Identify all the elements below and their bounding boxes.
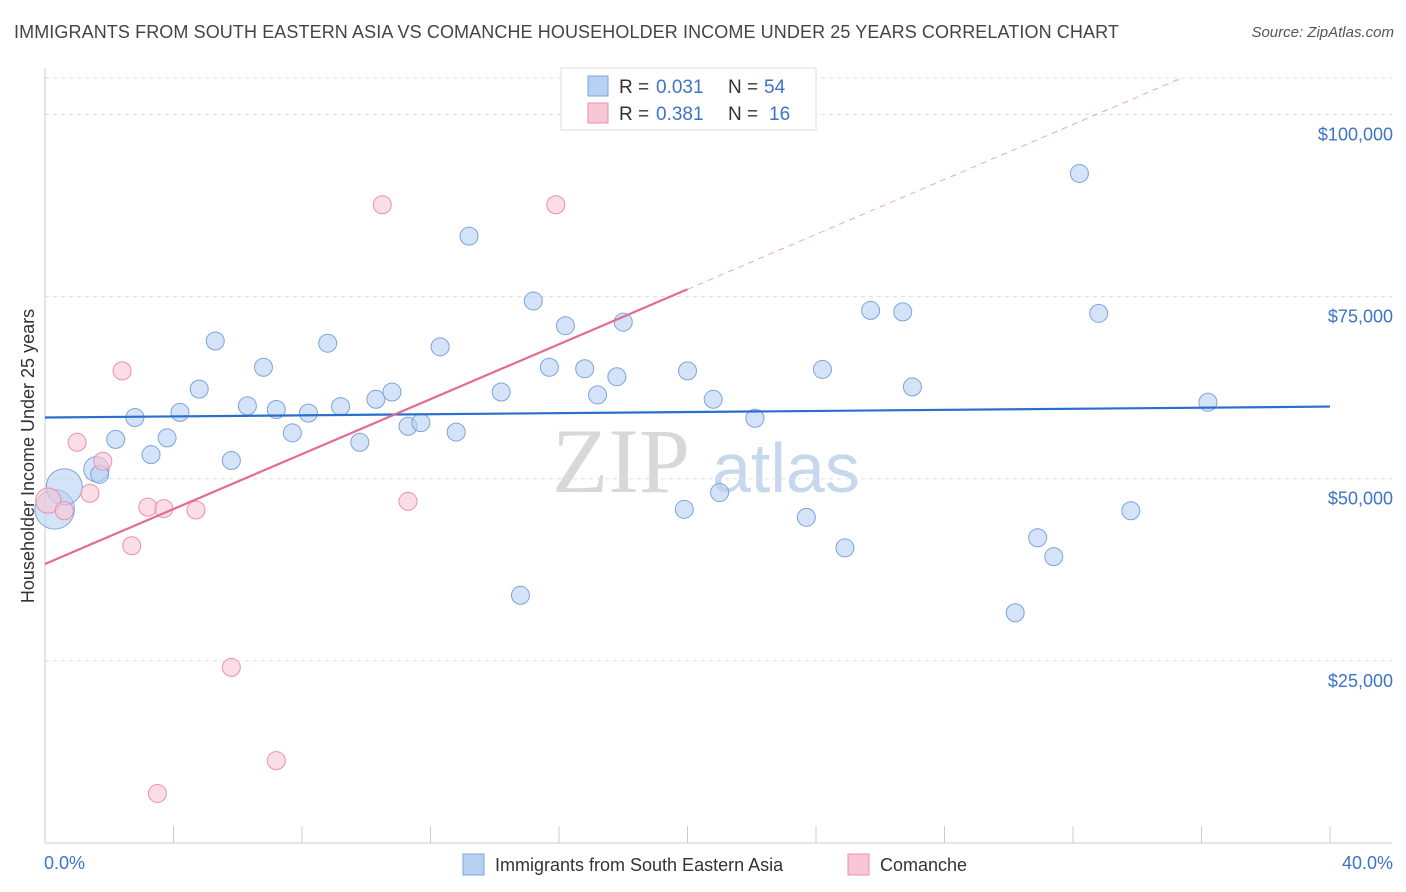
legend-r-value-0: 0.031 (656, 77, 704, 98)
point-immigrants-sea (1005, 603, 1025, 623)
point-comanche (67, 432, 87, 452)
point-immigrants-sea (331, 397, 351, 417)
point-immigrants-sea (1121, 501, 1141, 521)
series-legend-swatch-pink (847, 853, 870, 876)
legend-n-value-0: 54 (764, 77, 786, 98)
point-comanche (35, 487, 62, 514)
point-immigrants-sea (902, 377, 922, 397)
trend-lines (44, 77, 1331, 565)
point-comanche (112, 361, 132, 381)
tick-labels: $25,000 $50,000 $75,000 $100,000 0.0% 40.0% (44, 124, 1393, 873)
legend-swatch-pink (587, 102, 609, 124)
y-tick-label: $25,000 (1328, 671, 1393, 691)
point-immigrants-sea (678, 361, 697, 381)
point-immigrants-sea (607, 367, 627, 387)
point-immigrants-sea (282, 423, 302, 443)
point-immigrants-sea (205, 331, 225, 351)
x-tick-label-max: 40.0% (1342, 853, 1393, 873)
point-immigrants-sea (674, 499, 694, 519)
point-immigrants-sea (835, 538, 855, 558)
point-immigrants-sea (157, 428, 177, 448)
point-immigrants-sea (430, 337, 450, 357)
point-comanche (93, 451, 113, 471)
point-comanche (266, 751, 286, 771)
legend-swatch-blue (587, 75, 609, 97)
trendline-comanche-extension (687, 77, 1182, 290)
series-legend-label-1: Comanche (880, 855, 967, 875)
series-legend: Immigrants from South Eastern Asia Coman… (462, 853, 967, 876)
point-immigrants-sea (1028, 528, 1048, 548)
point-comanche (54, 501, 74, 521)
y-tick-label: $50,000 (1328, 489, 1393, 509)
point-comanche (186, 500, 206, 520)
point-immigrants-sea (539, 357, 559, 377)
legend-n-label-1: N = (728, 104, 758, 125)
point-immigrants-sea (298, 403, 318, 423)
point-immigrants-sea (318, 333, 338, 353)
point-immigrants-sea (510, 585, 530, 605)
grid-lines (45, 77, 1392, 662)
point-immigrants-sea (459, 226, 479, 246)
point-comanche (122, 536, 142, 556)
trendline-immigrants-sea (44, 405, 1331, 419)
point-immigrants-sea (796, 507, 816, 527)
point-immigrants-sea (1044, 547, 1064, 567)
legend-r-value-1: 0.381 (656, 104, 704, 125)
point-immigrants-sea (253, 357, 273, 377)
point-immigrants-sea (189, 379, 209, 399)
point-immigrants-sea (1089, 303, 1109, 323)
point-immigrants-sea (812, 359, 832, 379)
point-immigrants-sea (745, 408, 765, 428)
point-immigrants-sea (366, 389, 386, 409)
y-tick-label: $75,000 (1328, 307, 1393, 327)
legend-r-label-1: R = (619, 104, 649, 125)
point-immigrants-sea (555, 316, 575, 336)
point-immigrants-sea (411, 413, 431, 433)
point-immigrants-sea (141, 445, 161, 465)
watermark: ZIP atlas (552, 410, 860, 512)
point-immigrants-sea (893, 302, 913, 322)
legend-n-label-0: N = (728, 77, 758, 98)
point-immigrants-sea (106, 429, 126, 449)
point-immigrants-sea (491, 382, 511, 402)
data-points (34, 163, 1218, 803)
point-immigrants-sea (575, 359, 595, 379)
trendline-comanche (44, 288, 688, 565)
point-immigrants-sea (588, 385, 608, 405)
point-immigrants-sea (170, 402, 190, 422)
point-comanche (138, 497, 158, 517)
point-comanche (221, 657, 241, 677)
legend-r-label-0: R = (619, 77, 649, 98)
point-immigrants-sea (861, 300, 881, 320)
point-comanche (546, 195, 566, 215)
point-comanche (372, 195, 392, 215)
legend-n-value-1: 16 (769, 104, 790, 125)
point-comanche (398, 491, 418, 511)
y-tick-label: $100,000 (1318, 124, 1393, 144)
point-immigrants-sea (221, 451, 241, 470)
point-immigrants-sea (382, 382, 402, 402)
stats-legend: R = 0.031 N = 54 R = 0.381 N = 16 (560, 67, 817, 131)
point-comanche (80, 483, 100, 503)
source-credit: Source: ZipAtlas.com (1251, 24, 1394, 41)
axes (44, 68, 1392, 844)
point-immigrants-sea (446, 422, 466, 442)
point-immigrants-sea (710, 483, 730, 503)
watermark-atlas: atlas (712, 429, 860, 507)
series-legend-label-0: Immigrants from South Eastern Asia (495, 855, 784, 875)
y-axis-label: Householder Income Under 25 years (18, 309, 38, 603)
point-immigrants-sea (350, 432, 370, 452)
point-immigrants-sea (266, 400, 286, 419)
x-tick-label-min: 0.0% (44, 853, 85, 873)
series-legend-swatch-blue (462, 853, 485, 876)
watermark-zip: ZIP (552, 410, 690, 512)
point-immigrants-sea (237, 396, 257, 416)
point-immigrants-sea (523, 291, 543, 311)
chart-title: IMMIGRANTS FROM SOUTH EASTERN ASIA VS CO… (14, 22, 1119, 42)
point-comanche (147, 783, 167, 803)
point-immigrants-sea (1069, 163, 1089, 183)
point-immigrants-sea (703, 389, 723, 409)
